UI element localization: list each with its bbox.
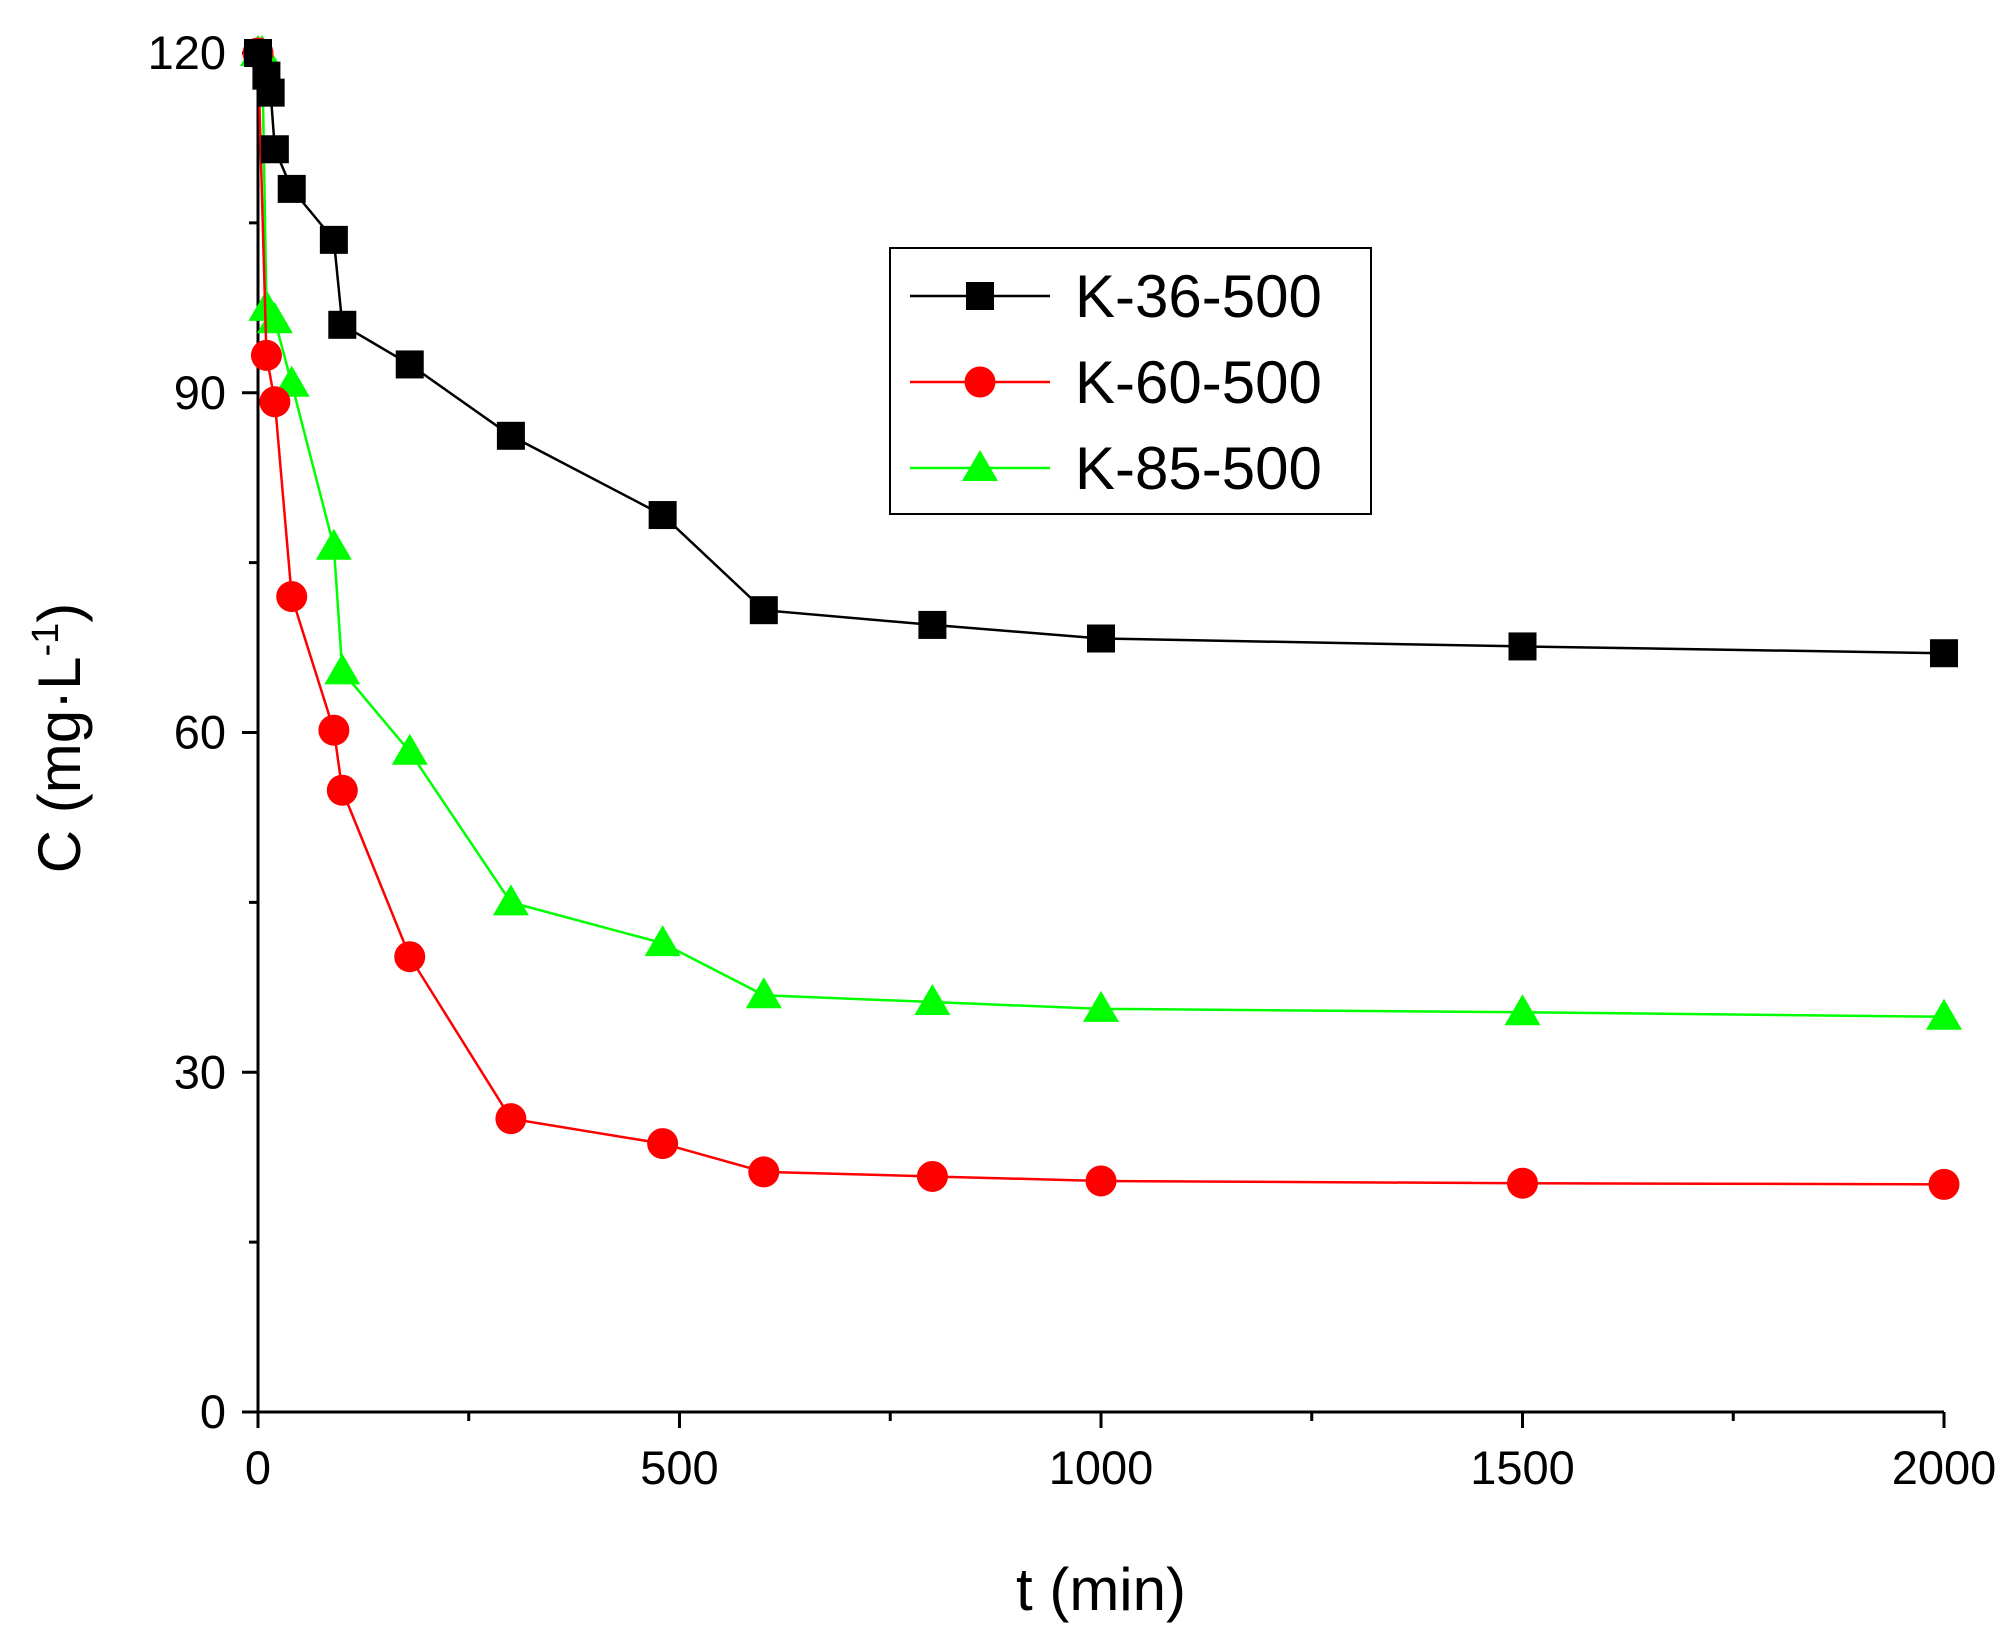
data-point [260, 135, 289, 164]
data-point [391, 733, 428, 765]
data-point [1085, 1165, 1117, 1197]
data-point [496, 421, 525, 450]
data-point [1507, 1167, 1538, 1199]
legend: K-36-500 K-60-500 K-85-500 [889, 247, 1372, 515]
data-point [1083, 990, 1119, 1022]
data-point [1926, 998, 1962, 1030]
data-point [319, 225, 348, 254]
data-point [259, 386, 291, 418]
y-axis-title-base: C (mg·L [26, 657, 93, 874]
legend-item: K-85-500 [910, 435, 1322, 502]
y-tick-label: 120 [148, 26, 226, 79]
series-layer [240, 35, 1962, 1200]
data-point [916, 1160, 948, 1192]
data-point [324, 653, 361, 685]
data-point [745, 977, 782, 1009]
data-point [918, 610, 947, 639]
y-tick-label: 0 [200, 1385, 226, 1438]
data-point [328, 310, 357, 339]
data-point [276, 581, 308, 613]
y-tick-label: 60 [174, 706, 226, 759]
data-point [395, 350, 424, 379]
data-point [318, 714, 350, 746]
series-K-60-500 [242, 37, 1960, 1200]
x-tick-label: 1000 [1049, 1441, 1154, 1494]
data-point [492, 884, 529, 916]
data-point [277, 174, 306, 203]
y-tick-label: 90 [174, 366, 226, 419]
y-axis-title-close: ) [26, 603, 93, 623]
data-point [1504, 994, 1541, 1026]
data-point [1930, 639, 1958, 668]
data-point [748, 1156, 780, 1188]
x-tick-label: 1500 [1470, 1441, 1575, 1494]
y-axis-title-sup: -1 [25, 623, 67, 657]
data-point [326, 774, 358, 806]
data-point [914, 984, 951, 1016]
x-tick-label: 0 [245, 1441, 271, 1494]
legend-marker [966, 282, 994, 310]
legend-marker [964, 366, 996, 398]
x-tick-label: 500 [640, 1441, 718, 1494]
data-point [394, 941, 426, 973]
data-point [315, 528, 352, 560]
legend-label: K-60-500 [1075, 349, 1322, 416]
data-point [1928, 1168, 1960, 1200]
series-K-85-500 [240, 35, 1962, 1030]
data-point [495, 1103, 527, 1135]
data-point [644, 925, 681, 957]
data-point [1087, 624, 1115, 653]
x-axis-title: t (min) [1016, 1556, 1186, 1623]
y-axis-title: C (mg·L-1) [25, 603, 93, 873]
data-point [256, 78, 285, 107]
data-point [749, 596, 778, 625]
y-tick-label: 30 [174, 1045, 226, 1098]
data-point [648, 501, 677, 530]
axes: 0 500 1000 1500 2000 0 30 60 90 120 [148, 26, 1997, 1494]
legend-marker [962, 450, 998, 481]
data-point [250, 339, 282, 371]
x-tick-label: 2000 [1892, 1441, 1997, 1494]
series-K-36-500 [244, 39, 1958, 668]
series-line [256, 52, 1945, 1186]
legend-item: K-60-500 [910, 349, 1322, 416]
legend-label: K-36-500 [1075, 263, 1322, 330]
legend-label: K-85-500 [1075, 435, 1322, 502]
data-point [647, 1128, 679, 1160]
legend-item: K-36-500 [910, 263, 1322, 330]
data-point [1508, 632, 1537, 661]
